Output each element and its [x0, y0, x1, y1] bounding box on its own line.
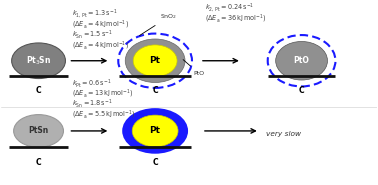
- Text: $(\Delta E_\mathrm{a} = 4\,\mathrm{kJ\,mol}^{-1})$: $(\Delta E_\mathrm{a} = 4\,\mathrm{kJ\,m…: [73, 39, 130, 52]
- Text: $k_{\mathrm{Sn}} = 1.5\,\mathrm{s}^{-1}$: $k_{\mathrm{Sn}} = 1.5\,\mathrm{s}^{-1}$: [73, 29, 113, 41]
- Ellipse shape: [276, 41, 327, 80]
- Text: $(\Delta E_\mathrm{a} = 5.5\,\mathrm{kJ\,mol}^{-1})$: $(\Delta E_\mathrm{a} = 5.5\,\mathrm{kJ\…: [73, 108, 136, 121]
- Text: $k_{\mathrm{Sn}} = 1.8\,\mathrm{s}^{-1}$: $k_{\mathrm{Sn}} = 1.8\,\mathrm{s}^{-1}$: [73, 98, 113, 110]
- Text: Pt: Pt: [150, 126, 161, 135]
- Text: $(\Delta E_\mathrm{a} = 36\,\mathrm{kJ\,mol}^{-1})$: $(\Delta E_\mathrm{a} = 36\,\mathrm{kJ\,…: [205, 13, 266, 25]
- Text: PtSn: PtSn: [28, 126, 49, 135]
- Text: C: C: [299, 86, 304, 95]
- Text: Pt: Pt: [150, 56, 161, 65]
- Text: PtO: PtO: [294, 56, 310, 65]
- Ellipse shape: [132, 115, 178, 147]
- Text: C: C: [152, 86, 158, 95]
- Text: $(\Delta E_\mathrm{a} = 4\,\mathrm{kJ\,mol}^{-1})$: $(\Delta E_\mathrm{a} = 4\,\mathrm{kJ\,m…: [73, 18, 130, 31]
- Text: C: C: [36, 158, 41, 167]
- Text: SnO$_2$: SnO$_2$: [139, 12, 177, 36]
- Text: $k_{2,\,\mathrm{Pt}} = 0.24\,\mathrm{s}^{-1}$: $k_{2,\,\mathrm{Pt}} = 0.24\,\mathrm{s}^…: [205, 2, 254, 14]
- Ellipse shape: [123, 109, 187, 153]
- Text: $(\Delta E_\mathrm{a} = 13\,\mathrm{kJ\,mol}^{-1})$: $(\Delta E_\mathrm{a} = 13\,\mathrm{kJ\,…: [73, 88, 134, 100]
- Text: Pt$_3$Sn: Pt$_3$Sn: [26, 55, 51, 67]
- Text: C: C: [36, 86, 41, 95]
- Ellipse shape: [133, 45, 177, 77]
- Text: $k_{1,\,\mathrm{Pt}} = 1.3\,\mathrm{s}^{-1}$: $k_{1,\,\mathrm{Pt}} = 1.3\,\mathrm{s}^{…: [73, 8, 118, 20]
- Text: $k_{\mathrm{Pt}} = 0.6\,\mathrm{s}^{-1}$: $k_{\mathrm{Pt}} = 0.6\,\mathrm{s}^{-1}$: [73, 77, 112, 90]
- Ellipse shape: [12, 43, 65, 79]
- Text: very slow: very slow: [266, 131, 301, 137]
- Ellipse shape: [125, 39, 185, 83]
- Text: PtO: PtO: [183, 60, 204, 76]
- Ellipse shape: [14, 115, 64, 147]
- Text: C: C: [152, 158, 158, 167]
